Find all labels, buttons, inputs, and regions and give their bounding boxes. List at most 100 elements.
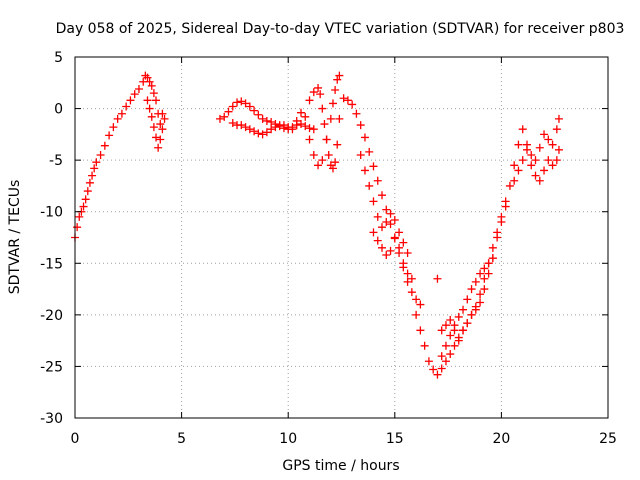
data-point (331, 86, 340, 95)
data-point (83, 187, 92, 196)
data-point (296, 108, 305, 117)
data-point (403, 248, 412, 257)
data-point (160, 114, 169, 123)
data-point (262, 116, 271, 125)
data-point (407, 274, 416, 283)
data-point (348, 100, 357, 109)
data-point (250, 127, 259, 136)
data-point (476, 269, 485, 278)
data-point (301, 122, 310, 131)
data-point (143, 73, 152, 82)
data-point (356, 150, 365, 159)
data-point (250, 106, 259, 115)
data-point (476, 298, 485, 307)
data-point (441, 357, 450, 366)
data-point (480, 285, 489, 294)
data-point (224, 107, 233, 116)
data-point (548, 140, 557, 149)
data-point (437, 326, 446, 335)
data-point (437, 352, 446, 361)
data-point (463, 319, 472, 328)
data-point (480, 264, 489, 273)
data-point (220, 112, 229, 121)
data-point (301, 112, 310, 121)
data-point (96, 150, 105, 159)
data-point (79, 202, 88, 211)
y-axis-label: SDTVAR / TECUs (7, 180, 23, 295)
x-tick-label: 20 (492, 431, 510, 447)
data-point (540, 130, 549, 139)
data-point (335, 71, 344, 80)
data-point (109, 123, 118, 132)
data-point (484, 259, 493, 268)
data-point (156, 135, 165, 144)
data-point (147, 81, 156, 90)
data-point (446, 331, 455, 340)
data-point (403, 269, 412, 278)
data-point (233, 98, 242, 107)
data-point (540, 166, 549, 175)
data-point (476, 290, 485, 299)
data-point (228, 102, 237, 111)
data-point (117, 109, 126, 118)
data-point (267, 117, 276, 126)
data-points (71, 71, 563, 379)
data-point (352, 109, 361, 118)
y-tick-label: -5 (49, 153, 63, 169)
data-point (382, 218, 391, 227)
data-point (305, 124, 314, 133)
data-point (122, 102, 131, 111)
x-tick-label: 25 (599, 431, 617, 447)
y-tick-label: -20 (40, 308, 63, 324)
data-point (484, 269, 493, 278)
data-point (288, 125, 297, 134)
data-point (92, 158, 101, 167)
data-point (373, 212, 382, 221)
data-point (437, 364, 446, 373)
grid (75, 57, 608, 418)
data-point (471, 277, 480, 286)
data-point (152, 133, 161, 142)
data-point (382, 251, 391, 260)
data-point (314, 83, 323, 92)
data-point (105, 131, 114, 140)
data-point (378, 191, 387, 200)
data-point (544, 156, 553, 165)
y-tick-label: 0 (54, 102, 63, 118)
data-point (305, 96, 314, 105)
data-point (552, 156, 561, 165)
data-point (369, 197, 378, 206)
data-point (296, 120, 305, 129)
x-tick-label: 15 (386, 431, 404, 447)
data-point (378, 223, 387, 232)
data-point (326, 114, 335, 123)
data-point (145, 104, 154, 113)
data-point (441, 321, 450, 330)
data-point (505, 181, 514, 190)
data-point (158, 109, 167, 118)
data-point (369, 228, 378, 237)
data-point (100, 141, 109, 150)
data-point (356, 121, 365, 130)
data-point (149, 89, 158, 98)
x-axis-label: GPS time / hours (282, 458, 399, 474)
data-point (454, 312, 463, 321)
data-point (130, 90, 139, 99)
chart-title: Day 058 of 2025, Sidereal Day-to-day VTE… (56, 21, 625, 37)
data-point (333, 140, 342, 149)
data-point (450, 321, 459, 330)
data-point (412, 295, 421, 304)
data-point (446, 316, 455, 325)
data-point (320, 120, 329, 129)
data-point (518, 125, 527, 134)
data-point (531, 156, 540, 165)
data-point (258, 130, 267, 139)
data-point (480, 274, 489, 283)
data-point (328, 164, 337, 173)
data-point (228, 119, 237, 128)
data-point (373, 236, 382, 245)
data-point (424, 357, 433, 366)
data-point (305, 135, 314, 144)
data-point (446, 350, 455, 359)
